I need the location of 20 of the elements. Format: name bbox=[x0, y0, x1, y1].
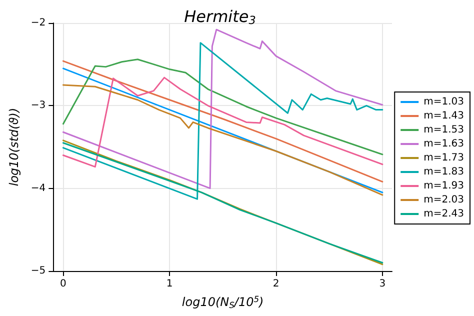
line-series bbox=[62, 76, 384, 168]
x-tick-label: 2 bbox=[272, 278, 280, 290]
y-tick-label: −3 bbox=[30, 100, 46, 112]
legend-label: m=1.53 bbox=[424, 124, 464, 136]
legend-label: m=2.03 bbox=[424, 194, 464, 206]
x-tick-label: 3 bbox=[379, 278, 386, 290]
legend-label: m=1.63 bbox=[424, 138, 464, 150]
y-tick-label: −2 bbox=[30, 18, 46, 28]
legend-label: m=1.43 bbox=[424, 110, 464, 122]
legend-label: m=1.73 bbox=[424, 152, 464, 164]
legend-label: m=1.03 bbox=[424, 96, 464, 108]
legend-label: m=1.83 bbox=[424, 166, 464, 178]
y-tick-label: −4 bbox=[30, 182, 46, 194]
legend-label: m=2.43 bbox=[424, 208, 464, 220]
legend-label: m=1.93 bbox=[424, 180, 464, 192]
line-series bbox=[62, 58, 384, 156]
y-tick-label: −5 bbox=[30, 266, 46, 276]
y-axis-title: log10(std(ϑ)) bbox=[7, 108, 21, 186]
x-tick-label: 0 bbox=[60, 278, 66, 290]
x-tick-label: 1 bbox=[166, 278, 173, 290]
